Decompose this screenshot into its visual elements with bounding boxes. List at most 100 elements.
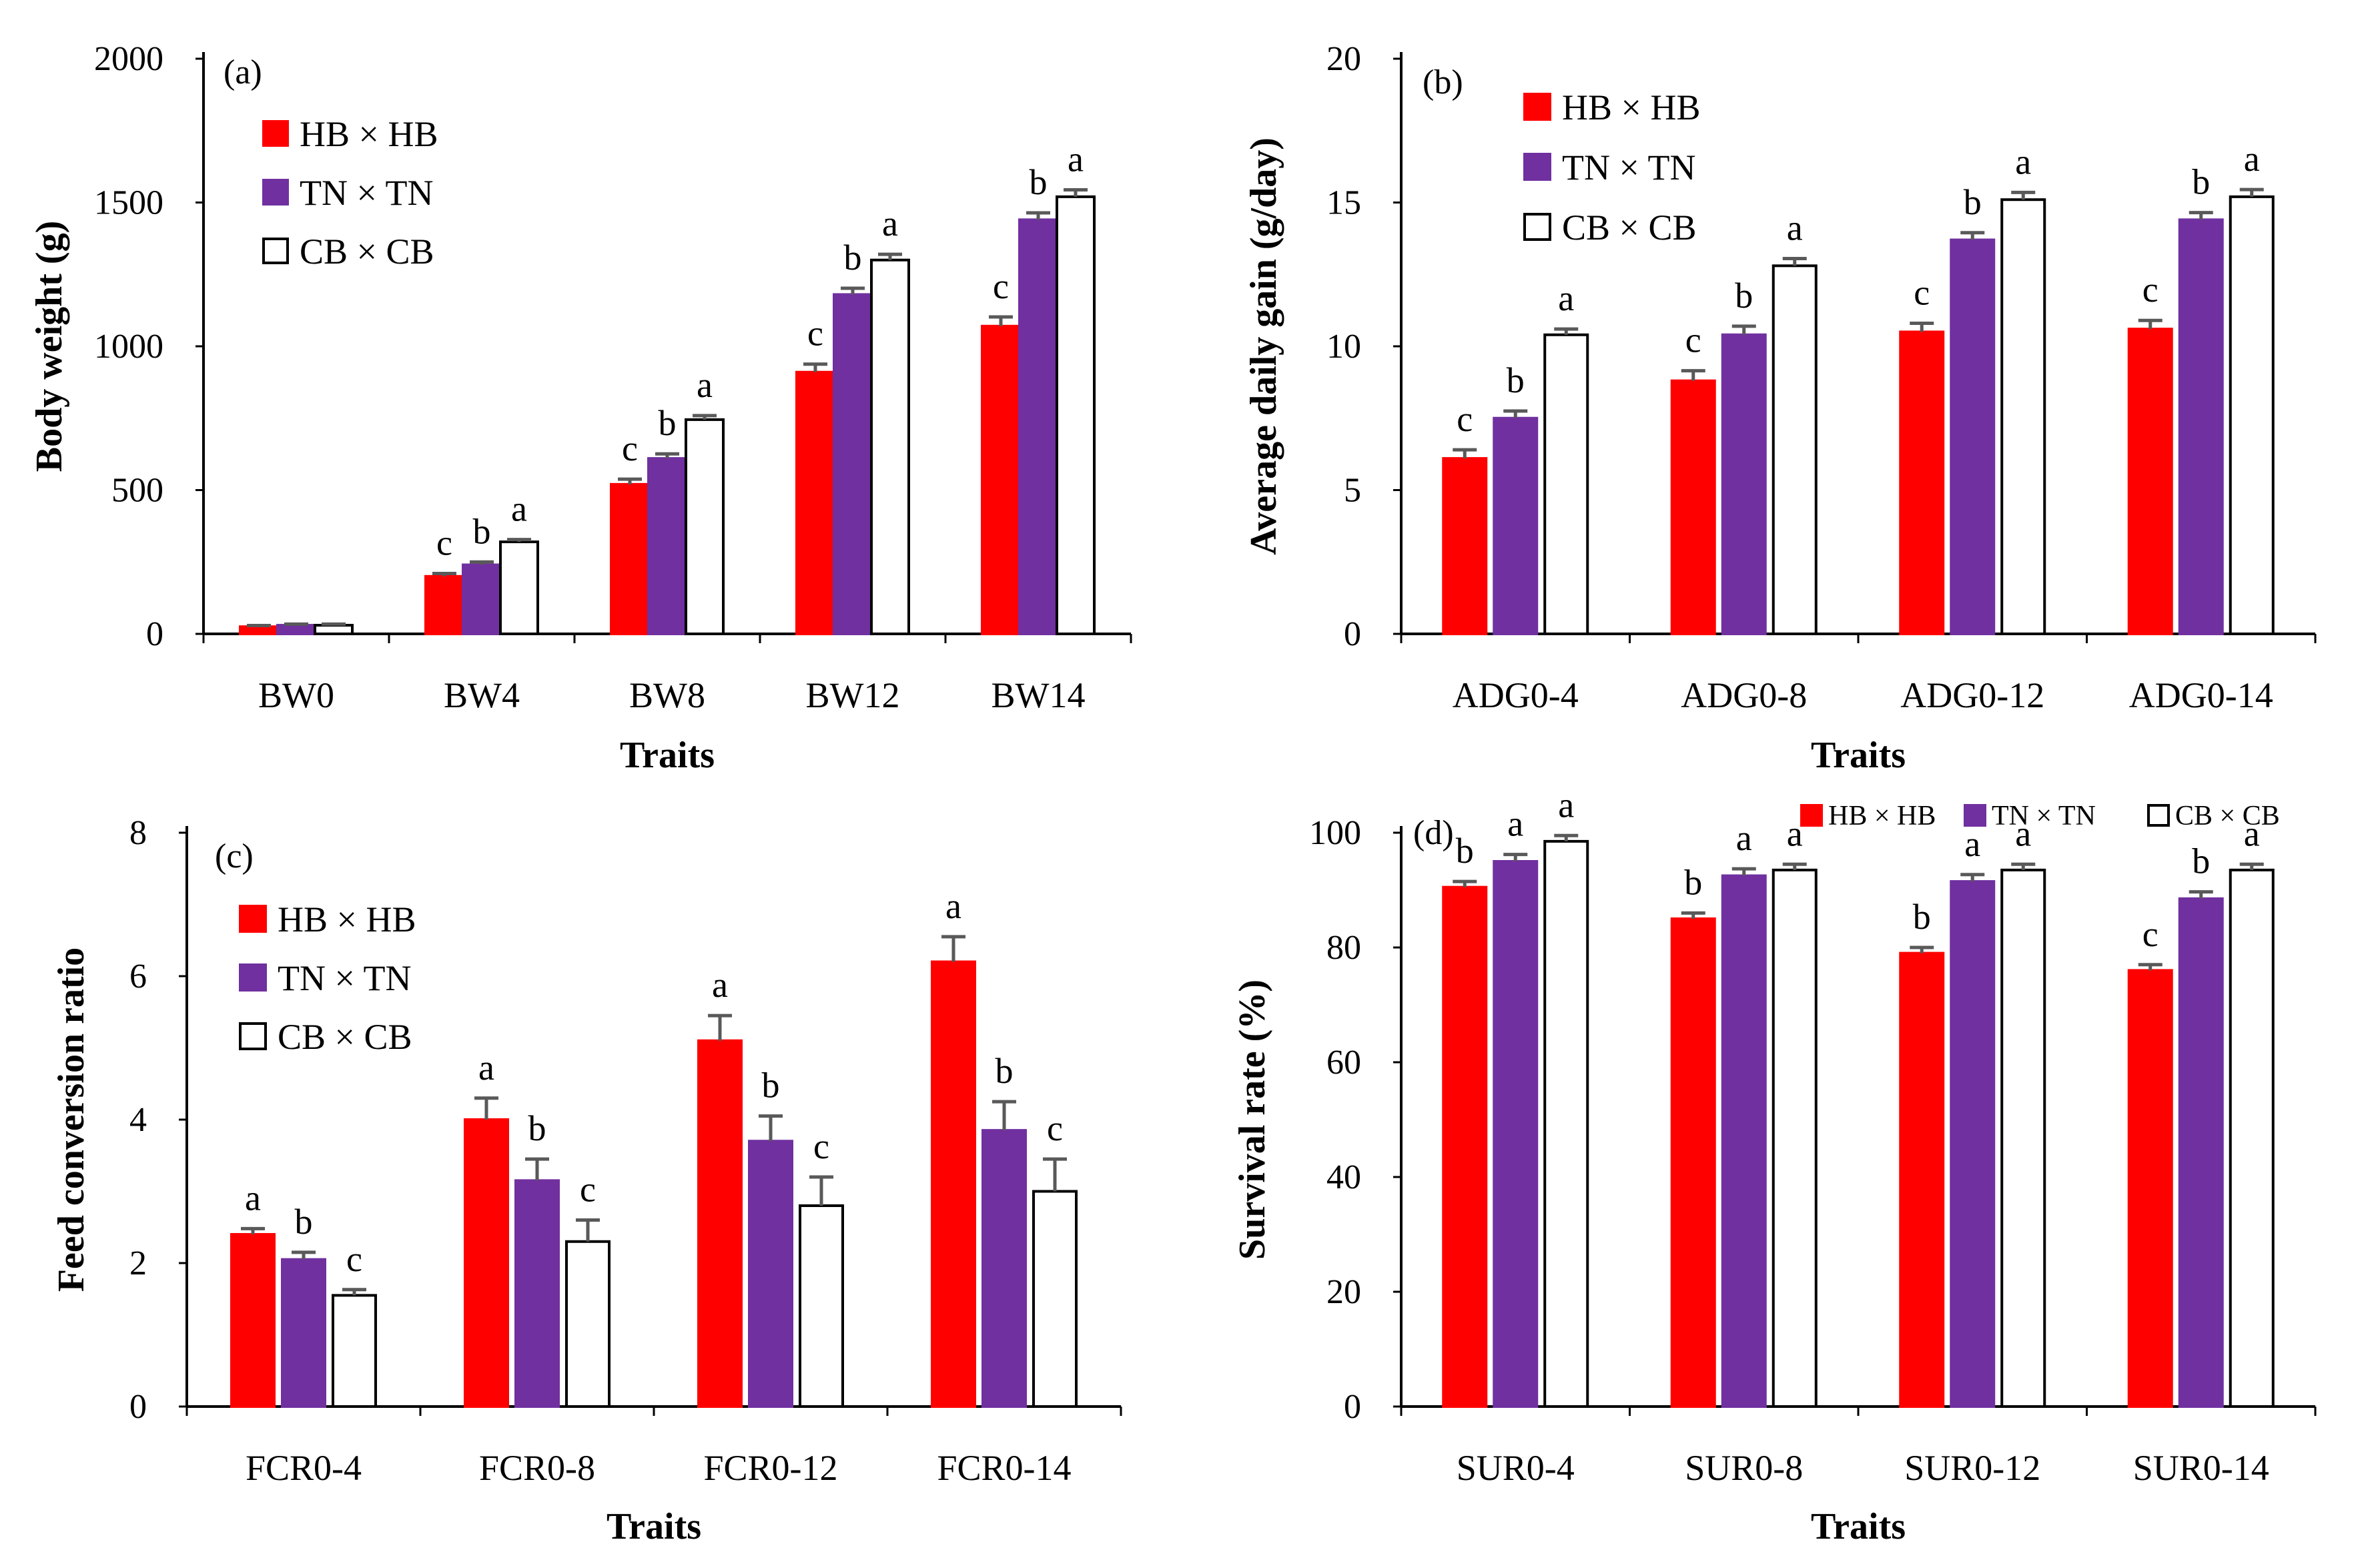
- legend: HB × HB TN × TN CB × CB: [239, 899, 416, 1057]
- bar: [1899, 330, 1945, 635]
- significance-label: b: [1684, 862, 1702, 902]
- significance-label: a: [1787, 208, 1803, 248]
- bar: [697, 1039, 743, 1408]
- bar: [1056, 195, 1096, 635]
- bar: [2178, 897, 2224, 1408]
- bar: [276, 624, 316, 636]
- y-tick-label: 4: [129, 1101, 147, 1139]
- significance-label: b: [528, 1108, 546, 1148]
- significance-label: b: [1030, 162, 1048, 202]
- significance-label: a: [511, 489, 527, 529]
- x-category-label: BW0: [258, 675, 334, 715]
- bar: [833, 293, 873, 635]
- bar: [2229, 195, 2275, 635]
- significance-label: c: [813, 1126, 829, 1166]
- bar: [1018, 218, 1058, 635]
- significance-label: a: [1558, 278, 1574, 318]
- bar: [2229, 868, 2275, 1408]
- x-category-label: FCR0-8: [479, 1448, 595, 1488]
- significance-label: c: [2142, 914, 2158, 954]
- bar: [610, 482, 650, 635]
- bar: [1543, 839, 1589, 1408]
- legend-label: TN × TN: [1562, 147, 1695, 187]
- y-tick-label: 5: [1344, 472, 1361, 510]
- bar: [514, 1179, 560, 1408]
- bar: [795, 370, 835, 635]
- significance-label: b: [844, 238, 862, 278]
- x-category-label: BW14: [992, 675, 1086, 715]
- legend-swatch: [239, 1022, 267, 1050]
- bar: [1950, 238, 1996, 635]
- y-axis-title: Average daily gain (g/day): [1243, 137, 1284, 555]
- legend-label: HB × HB: [1562, 87, 1700, 127]
- significance-label: a: [882, 204, 898, 244]
- bar: [499, 540, 539, 636]
- y-tick-label: 100: [1309, 814, 1361, 852]
- significance-label: b: [659, 403, 677, 443]
- panel-tag: (d): [1413, 814, 1454, 852]
- significance-label: a: [1787, 813, 1803, 853]
- significance-label: a: [245, 1178, 261, 1218]
- legend: HB × HB TN × TN CB × CB: [1800, 801, 2280, 831]
- x-category-label: SUR0-14: [2133, 1448, 2269, 1488]
- significance-label: c: [1047, 1108, 1063, 1148]
- y-tick-label: 0: [1344, 615, 1361, 653]
- bar: [2178, 218, 2224, 635]
- significance-label: a: [1558, 785, 1574, 825]
- significance-label: a: [1068, 139, 1084, 179]
- significance-label: c: [1457, 399, 1473, 439]
- bar: [1442, 457, 1488, 636]
- bar: [565, 1240, 611, 1408]
- significance-label: c: [1914, 273, 1930, 313]
- bar: [1721, 333, 1767, 635]
- x-category-label: BW4: [444, 675, 520, 715]
- x-category-label: FCR0-4: [246, 1448, 362, 1488]
- significance-label: c: [346, 1239, 362, 1279]
- bar: [685, 418, 725, 636]
- bar: [1032, 1190, 1078, 1408]
- y-tick-label: 500: [111, 472, 163, 510]
- bar: [230, 1233, 276, 1408]
- y-tick-label: 10: [1326, 328, 1361, 366]
- legend-label: HB × HB: [278, 899, 416, 939]
- legend: HB × HB TN × TN CB × CB: [1523, 87, 1700, 248]
- significance-label: a: [1736, 818, 1752, 858]
- significance-label: a: [2244, 813, 2260, 853]
- legend-label: CB × CB: [278, 1017, 412, 1057]
- legend-swatch: [262, 238, 289, 264]
- y-tick-label: 60: [1326, 1044, 1361, 1082]
- bar: [1442, 885, 1488, 1408]
- y-tick-label: 8: [129, 814, 147, 852]
- bar: [2000, 868, 2046, 1408]
- x-category-label: SUR0-4: [1457, 1448, 1575, 1488]
- significance-label: b: [1913, 897, 1931, 937]
- x-category-label: ADG0-8: [1681, 675, 1807, 715]
- bar: [1771, 264, 1818, 635]
- bar: [2000, 198, 2046, 635]
- y-tick-label: 0: [129, 1388, 147, 1426]
- legend-label: TN × TN: [300, 173, 433, 213]
- y-axis-title: Survival rate (%): [1232, 979, 1273, 1260]
- significance-label: a: [697, 365, 713, 405]
- legend: HB × HB TN × TN CB × CB: [262, 114, 438, 272]
- significance-label: c: [622, 428, 638, 468]
- legend-swatch: [262, 120, 289, 147]
- legend-label: CB × CB: [300, 232, 434, 272]
- x-axis-title: Traits: [1811, 1506, 1906, 1547]
- significance-label: b: [295, 1202, 313, 1242]
- significance-label: b: [762, 1066, 780, 1106]
- legend-label: CB × CB: [1562, 208, 1697, 248]
- x-category-label: SUR0-8: [1685, 1448, 1803, 1488]
- y-tick-label: 20: [1326, 1273, 1361, 1311]
- significance-label: b: [2192, 841, 2210, 881]
- legend-swatch: [1523, 93, 1551, 121]
- significance-label: a: [712, 965, 728, 1005]
- bar: [1771, 868, 1818, 1408]
- y-tick-label: 20: [1326, 40, 1361, 78]
- bar: [462, 563, 502, 635]
- bar: [1493, 416, 1539, 635]
- bar: [2127, 969, 2173, 1408]
